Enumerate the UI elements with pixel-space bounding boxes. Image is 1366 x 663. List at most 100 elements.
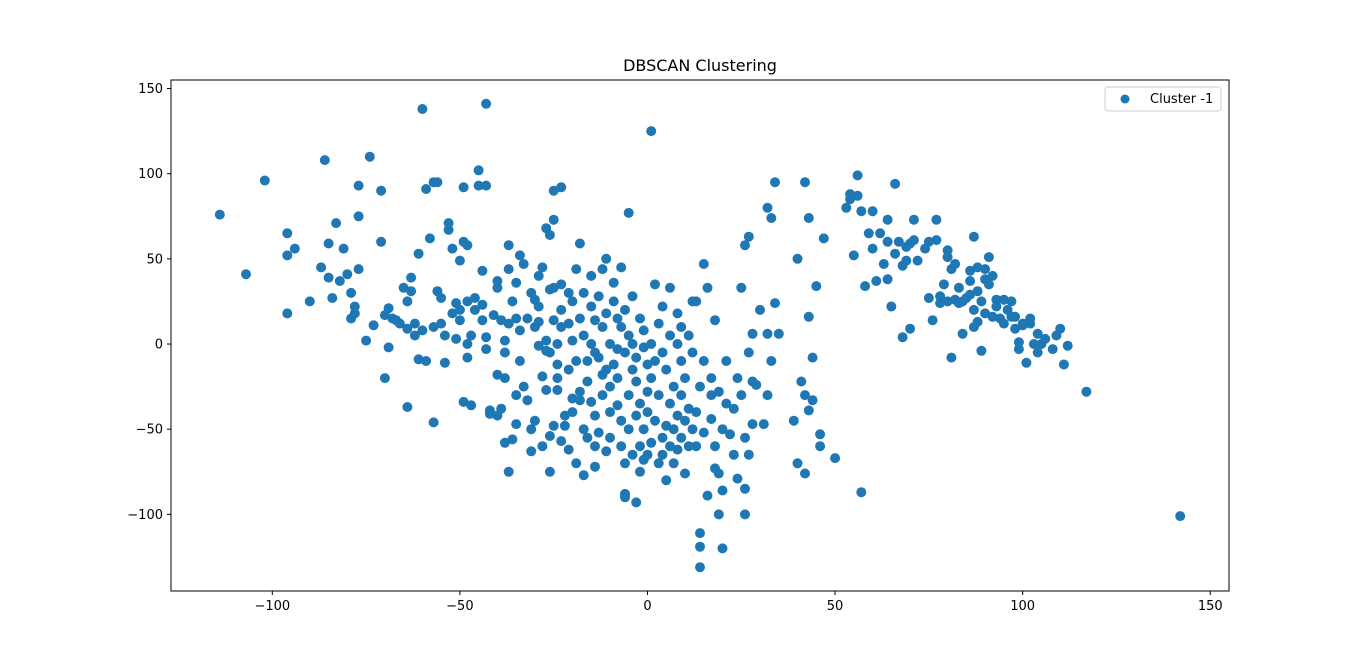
data-point	[462, 296, 473, 307]
data-point	[713, 468, 724, 479]
data-point	[672, 444, 683, 455]
data-point	[1013, 337, 1024, 348]
data-point	[477, 315, 488, 326]
data-point	[976, 345, 987, 356]
data-point	[653, 390, 664, 401]
data-point	[766, 213, 777, 223]
data-point	[901, 255, 912, 266]
data-point	[698, 259, 709, 269]
data-point	[582, 376, 593, 387]
data-point	[882, 274, 893, 285]
data-point	[593, 427, 604, 438]
data-point	[597, 264, 608, 275]
data-point	[886, 301, 897, 312]
data-point	[972, 286, 983, 297]
y-tick-label: −50	[136, 423, 163, 438]
data-point	[511, 390, 522, 401]
data-point	[477, 265, 488, 276]
data-point	[650, 279, 660, 290]
data-point	[657, 432, 668, 443]
data-point	[983, 252, 994, 263]
data-point	[661, 420, 672, 431]
data-point	[706, 373, 717, 384]
data-point	[376, 236, 387, 247]
data-point	[792, 458, 803, 469]
data-point	[447, 243, 458, 254]
data-point	[484, 408, 495, 419]
data-point	[601, 308, 612, 319]
data-point	[942, 252, 953, 263]
data-point	[481, 344, 492, 355]
data-point	[503, 318, 514, 329]
data-point	[511, 313, 522, 324]
y-tick-label: 50	[146, 252, 163, 267]
data-point	[672, 339, 683, 349]
data-point	[327, 293, 338, 303]
data-point	[676, 322, 687, 332]
data-point	[815, 441, 826, 452]
data-point	[353, 211, 364, 222]
data-point	[544, 347, 555, 358]
data-point	[646, 437, 657, 448]
data-point	[323, 238, 334, 249]
data-point	[563, 364, 574, 375]
data-point	[706, 414, 717, 424]
data-point	[421, 184, 432, 194]
data-point	[597, 390, 608, 401]
data-point	[424, 233, 435, 244]
data-point	[571, 264, 582, 275]
data-point	[642, 359, 653, 370]
data-point	[548, 214, 559, 225]
data-point	[635, 441, 645, 452]
data-point	[635, 313, 645, 324]
data-point	[815, 429, 826, 440]
data-point	[608, 277, 619, 288]
data-point	[890, 178, 901, 189]
data-point	[740, 240, 750, 251]
data-point	[683, 403, 694, 414]
data-point	[473, 180, 484, 191]
data-point	[541, 335, 552, 346]
data-point	[544, 431, 555, 441]
data-point	[1032, 328, 1043, 339]
data-point	[316, 262, 327, 273]
legend-label: Cluster -1	[1150, 92, 1213, 107]
data-point	[413, 248, 424, 259]
data-point	[672, 410, 683, 421]
data-point	[413, 354, 424, 365]
y-axis-ticks: −100 −50 0 50 100 150	[127, 82, 171, 523]
data-point	[574, 386, 585, 397]
data-point	[499, 437, 510, 448]
data-point	[860, 281, 871, 292]
data-point	[616, 262, 627, 273]
data-point	[1062, 340, 1073, 351]
data-point	[394, 318, 405, 329]
data-point	[803, 311, 814, 322]
data-point	[548, 315, 559, 326]
data-point	[807, 395, 818, 406]
data-point	[800, 468, 810, 479]
data-point	[481, 180, 492, 191]
data-point	[800, 390, 810, 401]
data-point	[1040, 333, 1051, 344]
data-point	[522, 395, 533, 406]
data-point	[574, 395, 585, 406]
data-point	[454, 255, 465, 266]
data-point	[601, 446, 612, 457]
data-point	[499, 347, 510, 358]
data-point	[511, 277, 522, 288]
data-point	[436, 318, 447, 329]
data-point	[259, 175, 270, 186]
data-point	[605, 381, 615, 392]
data-point	[612, 400, 623, 411]
data-point	[676, 432, 687, 443]
data-point	[563, 287, 574, 298]
legend-marker	[1120, 94, 1130, 104]
data-point	[503, 264, 514, 275]
data-point	[605, 432, 615, 443]
data-point	[796, 376, 807, 387]
data-point	[1047, 344, 1058, 355]
data-point	[447, 308, 458, 319]
data-point	[586, 396, 597, 407]
